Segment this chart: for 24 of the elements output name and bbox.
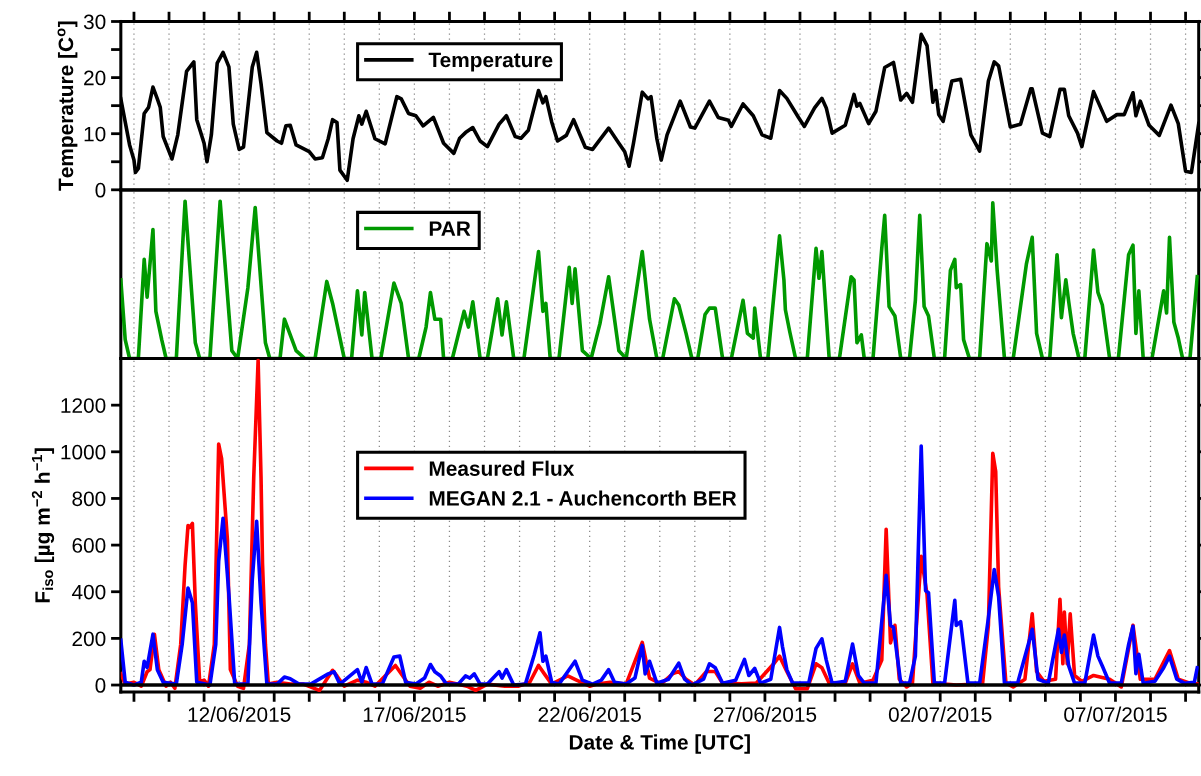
legend-label: MEGAN 2.1 - Auchencorth BER: [429, 490, 737, 506]
y-tick-label: 20: [84, 70, 106, 86]
x-tick-label: 22/06/2015: [538, 706, 641, 722]
y-tick-label: 400: [71, 584, 106, 600]
y-tick-label: 10: [84, 126, 106, 142]
x-tick-label: 27/06/2015: [713, 706, 817, 722]
y-tick-label: 30: [83, 14, 106, 30]
y-tick-label: 1200: [61, 398, 106, 413]
y-axis-title: Temperature [C$^{o}$]: [57, 21, 78, 191]
legend-label: Measured Flux: [429, 460, 575, 476]
y-tick-label: 200: [72, 631, 106, 647]
x-axis-title: Date & Time [UTC]: [569, 734, 750, 754]
y-tick-label: 800: [72, 491, 106, 507]
y-tick-label: 600: [72, 538, 106, 553]
y-axis-title: F$_{iso}$ [µg m$^{−2}$ h$^{−1}$]: [31, 448, 55, 603]
x-tick-label: 12/06/2015: [188, 706, 291, 722]
legend-label: Temperature: [428, 52, 553, 72]
legend-label: PAR: [429, 221, 471, 236]
y-tick-label: 1000: [61, 444, 106, 460]
x-tick-label: 02/07/2015: [888, 706, 992, 722]
y-tick-label: 0: [95, 182, 106, 198]
x-tick-label: 07/07/2015: [1064, 706, 1167, 722]
x-tick-label: 17/06/2015: [363, 706, 466, 722]
y-tick-label: 0: [95, 678, 106, 693]
